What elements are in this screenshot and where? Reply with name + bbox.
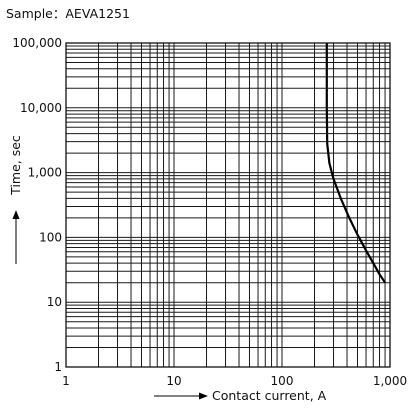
- y-tick-label: 100: [39, 230, 62, 244]
- y-tick-label: 100,000: [12, 36, 62, 50]
- x-tick-label: 100: [271, 374, 294, 388]
- data-series-line: [325, 43, 387, 284]
- y-tick-label: 10: [47, 295, 62, 309]
- plot-frame: [65, 42, 391, 368]
- x-tick-label: 1: [62, 374, 70, 388]
- x-axis-arrowhead: [199, 392, 208, 400]
- x-axis-title: Contact current, A: [212, 388, 327, 403]
- x-axis-title-group: Contact current, A: [154, 388, 327, 403]
- y-tick-label: 10,000: [20, 101, 62, 115]
- x-tick-label: 10: [166, 374, 181, 388]
- y-tick-label: 1: [54, 360, 62, 374]
- y-axis-arrowhead: [12, 210, 20, 219]
- grid: [66, 43, 390, 367]
- y-axis-title: Time, sec: [8, 135, 23, 196]
- x-tick-label: 1,000: [373, 374, 407, 388]
- y-tick-label: 1,000: [28, 166, 62, 180]
- y-axis-title-group: Time, sec: [8, 135, 23, 264]
- tick-labels: 1 10 100 1,000 1 10 100 1,000 10,000 100,000: [12, 36, 407, 388]
- chart-subtitle: Sample：AEVA1251: [6, 6, 130, 21]
